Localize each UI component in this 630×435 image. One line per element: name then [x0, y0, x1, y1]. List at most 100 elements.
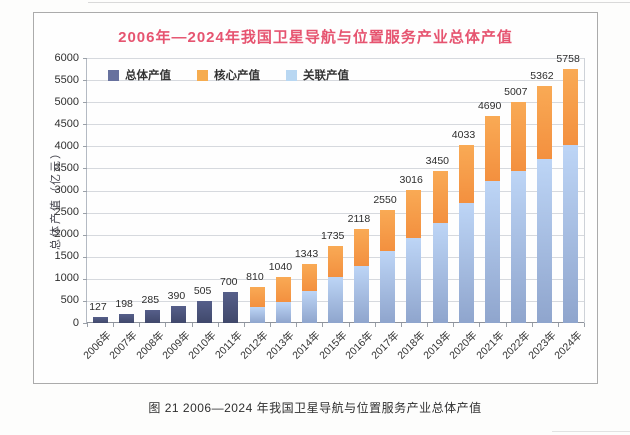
y-tick-mark [83, 102, 87, 104]
bar-value-label: 390 [167, 289, 186, 302]
y-tick-mark [83, 234, 87, 236]
legend-label-total: 总体产值 [125, 70, 171, 82]
x-tick-mark [270, 323, 272, 327]
x-tick-mark [374, 323, 376, 327]
x-tick-mark [531, 323, 533, 327]
bar-value-label: 5007 [504, 85, 528, 98]
bar-core-segment [249, 287, 265, 307]
chart-figure: 2006年—2024年我国卫星导航与位置服务产业总体产值 总体产值 核心产值 关… [33, 12, 598, 384]
x-tick-label: 2015年 [316, 329, 350, 362]
bar-related-segment [537, 158, 553, 323]
x-tick-label: 2007年 [107, 329, 141, 362]
bar-related-segment [432, 223, 448, 323]
bar-value-label: 198 [115, 298, 133, 311]
x-tick-label: 2019年 [421, 329, 454, 362]
x-tick-label: 2023年 [526, 329, 559, 362]
bar-value-label: 285 [141, 294, 160, 307]
x-tick-label: 2020年 [447, 329, 481, 362]
bar-core-segment [563, 68, 579, 146]
bar-value-label: 700 [219, 276, 238, 289]
bar-related-segment [275, 302, 291, 323]
legend-label-core: 核心产值 [214, 70, 260, 82]
bar-core-segment [511, 101, 527, 171]
x-tick-mark [243, 323, 245, 327]
figure-caption: 图 21 2006—2024 年我国卫星导航与位置服务产业总体产值 [148, 401, 482, 415]
gridline [87, 146, 584, 148]
gridline [87, 58, 584, 59]
x-tick-label: 2014年 [290, 329, 324, 362]
bar-core-segment [380, 210, 396, 252]
bar-related-segment [380, 251, 396, 323]
bar-value-label: 3450 [425, 154, 450, 167]
bar-related-segment [249, 306, 265, 323]
y-tick-mark [83, 212, 87, 214]
legend-swatch-core [197, 69, 208, 81]
bar-related-segment [354, 265, 370, 323]
legend-swatch-total [108, 69, 119, 81]
x-tick-mark [584, 323, 585, 327]
legend-item-related: 关联产值 [286, 67, 349, 83]
bar-value-label: 505 [193, 284, 212, 297]
y-tick-label: 500 [60, 294, 79, 307]
bar-total-segment [92, 317, 108, 323]
x-tick-mark [427, 323, 429, 327]
gridline [87, 168, 584, 170]
legend-item-total: 总体产值 [108, 67, 171, 83]
bar-core-segment [301, 263, 317, 291]
y-tick-mark [83, 278, 87, 280]
x-tick-label: 2024年 [552, 329, 585, 362]
bar-value-label: 1040 [268, 261, 293, 274]
bar-total-segment [118, 314, 134, 323]
bar-core-segment [328, 246, 343, 278]
x-tick-mark [139, 323, 141, 327]
x-tick-label: 2009年 [159, 329, 193, 362]
y-tick-mark [83, 58, 87, 59]
x-tick-label: 2010年 [186, 329, 219, 362]
y-tick-mark [83, 300, 87, 302]
y-tick-mark [83, 323, 87, 324]
bar-value-label: 2550 [373, 194, 397, 207]
y-tick-mark [83, 168, 87, 170]
bar-value-label: 810 [246, 271, 264, 284]
gridline [87, 190, 584, 192]
bar-value-label: 4690 [477, 99, 502, 112]
bar-related-segment [458, 202, 474, 323]
chart-title: 2006年—2024年我国卫星导航与位置服务产业总体产值 [118, 29, 513, 46]
x-tick-label: 2022年 [499, 329, 533, 362]
bar-related-segment [511, 170, 527, 323]
bar-core-segment [458, 144, 474, 203]
y-tick-mark [83, 80, 87, 82]
y-tick-label: 5000 [54, 95, 79, 108]
bar-core-segment [537, 86, 553, 159]
x-tick-mark [348, 323, 350, 327]
chart-legend: 总体产值 核心产值 关联产值 [108, 67, 349, 83]
bar-related-segment [484, 180, 500, 323]
bar-total-segment [144, 310, 160, 323]
x-tick-label: 2017年 [369, 329, 402, 362]
x-tick-label: 2013年 [264, 329, 297, 362]
y-tick-label: 4500 [54, 117, 79, 130]
x-tick-mark [113, 323, 115, 327]
bar-total-segment [223, 292, 239, 323]
y-tick-label: 3000 [54, 184, 79, 196]
x-tick-mark [165, 323, 167, 327]
x-tick-mark [557, 323, 559, 327]
x-tick-mark [479, 323, 481, 327]
y-tick-mark [83, 190, 87, 192]
legend-label-related: 关联产值 [303, 70, 349, 82]
bar-related-segment [406, 238, 422, 323]
y-tick-label: 4000 [54, 139, 79, 152]
legend-item-core: 核心产值 [197, 67, 260, 83]
bar-value-label: 2118 [347, 213, 371, 226]
x-tick-label: 2012年 [238, 329, 271, 362]
bar-value-label: 5758 [556, 52, 580, 65]
bar-value-label: 5362 [530, 70, 554, 83]
x-tick-label: 2011年 [212, 329, 245, 362]
x-tick-mark [453, 323, 455, 327]
x-tick-label: 2021年 [473, 329, 507, 362]
x-tick-label: 2016年 [343, 329, 376, 362]
x-tick-mark [87, 323, 88, 327]
bar-core-segment [484, 115, 500, 181]
y-tick-label: 6000 [54, 51, 79, 64]
y-tick-label: 1000 [54, 272, 79, 285]
